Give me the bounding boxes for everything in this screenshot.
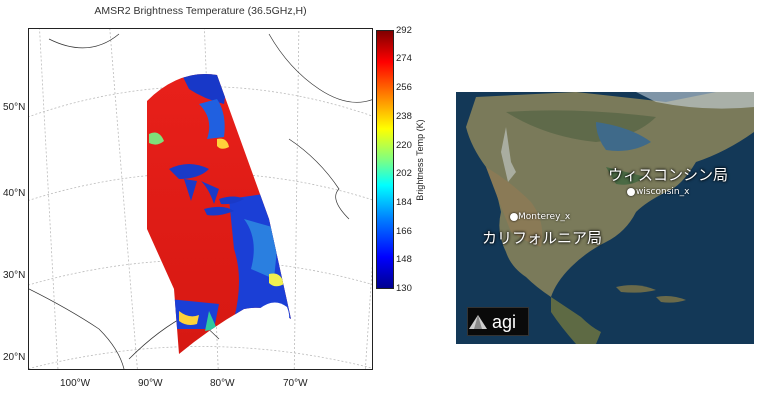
satellite-globe-svg xyxy=(456,92,754,344)
wisconsin-station-marker[interactable] xyxy=(627,188,635,196)
lat-label-40n: 40°N xyxy=(3,188,26,199)
lon-label-100w: 100°W xyxy=(60,378,91,389)
data-gap-mask xyxy=(259,302,290,334)
lat-label-30n: 30°N xyxy=(3,270,26,281)
wisconsin-station-label: ウィスコンシン局 xyxy=(608,166,729,184)
colorbar-tick: 148 xyxy=(396,254,412,265)
california-station-label: カリフォルニア局 xyxy=(482,229,603,247)
colorbar-label: Brightness Temp (K) xyxy=(415,119,425,201)
map-title: AMSR2 Brightness Temperature (36.5GHz,H) xyxy=(94,5,307,17)
wisconsin-marker-label: wisconsin_x xyxy=(636,187,690,197)
station-map: wisconsin_x ウィスコンシン局 Monterey_x カリフォルニア局… xyxy=(456,92,754,344)
california-marker-label: Monterey_x xyxy=(518,212,571,222)
lon-label-70w: 70°W xyxy=(283,378,308,389)
agi-logo-text: agi xyxy=(492,311,517,332)
colorbar-tick: 292 xyxy=(396,25,412,36)
colorbar-tick: 166 xyxy=(396,226,412,237)
brightness-swath xyxy=(147,74,291,355)
colorbar-tick: 274 xyxy=(396,53,412,64)
colorbar-tick: 184 xyxy=(396,197,412,208)
lon-label-80w: 80°W xyxy=(210,378,235,389)
colorbar-tick: 202 xyxy=(396,168,412,179)
projected-map-svg xyxy=(29,29,372,369)
lon-label-90w: 90°W xyxy=(138,378,163,389)
agi-logo-icon xyxy=(469,314,487,329)
lat-label-50n: 50°N xyxy=(3,102,26,113)
colorbar-tick: 130 xyxy=(396,283,412,294)
amsr2-figure: AMSR2 Brightness Temperature (36.5GHz,H) xyxy=(3,5,425,389)
lat-label-20n: 20°N xyxy=(3,352,26,363)
colorbar-tick: 238 xyxy=(396,111,412,122)
agi-logo: agi xyxy=(467,307,529,336)
colorbar xyxy=(376,30,394,289)
amsr2-map xyxy=(28,28,373,370)
colorbar-tick: 256 xyxy=(396,82,412,93)
colorbar-tick: 220 xyxy=(396,140,412,151)
california-station-marker[interactable] xyxy=(510,213,518,221)
